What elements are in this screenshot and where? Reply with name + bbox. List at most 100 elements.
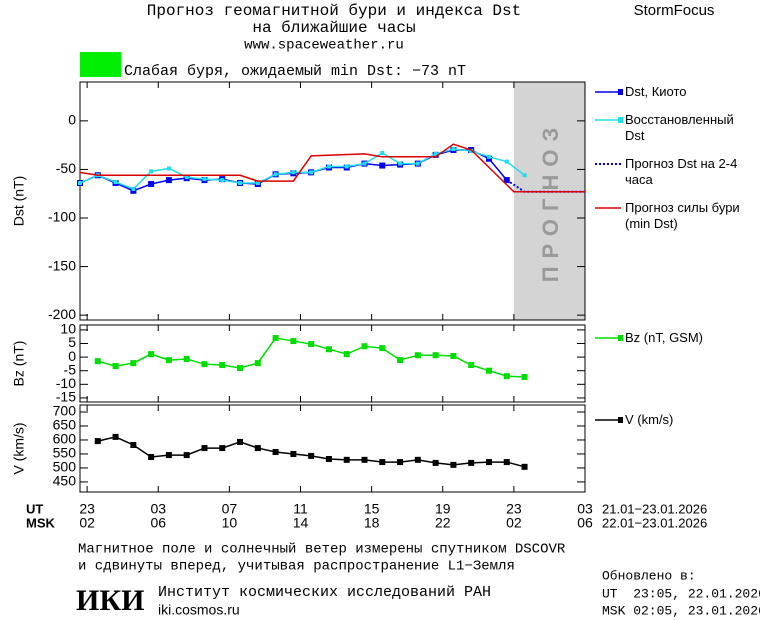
msk-tick-label: 22 bbox=[435, 515, 451, 531]
point bbox=[273, 172, 278, 177]
point bbox=[291, 170, 296, 175]
series-line bbox=[79, 143, 585, 193]
point bbox=[112, 363, 119, 370]
point bbox=[326, 164, 331, 169]
legend-swatch bbox=[595, 417, 623, 423]
updated-label: Обновлено в: bbox=[602, 568, 696, 583]
brand: StormFocus bbox=[634, 2, 715, 19]
point bbox=[325, 455, 332, 462]
annotation-swatch bbox=[80, 52, 121, 77]
point bbox=[433, 151, 438, 156]
x-tick-label: 23 bbox=[506, 501, 522, 517]
legend: V (km/s) bbox=[593, 412, 760, 440]
point bbox=[290, 450, 297, 457]
point bbox=[415, 161, 420, 166]
legend-marker bbox=[618, 117, 623, 123]
x-tick-label: 03 bbox=[150, 501, 166, 517]
msk-tick-label: 06 bbox=[150, 515, 166, 531]
point bbox=[432, 459, 439, 466]
series-line bbox=[97, 436, 525, 468]
point bbox=[183, 356, 190, 363]
updated-msk: MSK 02:05, 23.01.2026 bbox=[602, 603, 760, 618]
legend: Bz (nT, GSM) bbox=[593, 330, 760, 358]
point bbox=[148, 351, 155, 358]
legend-entry: V (km/s) bbox=[593, 412, 755, 428]
point bbox=[220, 178, 225, 183]
y-axis-label: V (km/s) bbox=[11, 422, 27, 474]
msk-tick-label: 02 bbox=[79, 515, 95, 531]
updated-ut: UT 23:05, 22.01.2026 bbox=[602, 586, 760, 601]
point bbox=[503, 373, 510, 380]
point bbox=[112, 433, 119, 440]
y-tick-label: -150 bbox=[48, 257, 76, 273]
point bbox=[414, 456, 421, 463]
legend-entry: Восстановленный Dst bbox=[593, 112, 755, 144]
msk-tick-label: 18 bbox=[364, 515, 380, 531]
y-tick-label: 5 bbox=[68, 334, 76, 350]
x-tick-label: 23 bbox=[79, 501, 95, 517]
point bbox=[397, 459, 404, 466]
legend-swatch bbox=[595, 117, 623, 123]
point bbox=[450, 461, 457, 468]
point bbox=[94, 438, 101, 445]
point bbox=[254, 445, 261, 452]
point bbox=[414, 352, 421, 359]
point bbox=[165, 452, 172, 459]
x-tick-label: 15 bbox=[364, 501, 380, 517]
y-tick-label: -50 bbox=[56, 160, 76, 176]
point bbox=[131, 186, 136, 191]
legend-label: Bz (nT, GSM) bbox=[625, 330, 704, 345]
point bbox=[398, 161, 403, 166]
legend-entry: Прогноз Dst на 2-4 часа bbox=[593, 156, 755, 188]
point bbox=[450, 353, 457, 360]
point bbox=[148, 454, 155, 461]
point bbox=[272, 335, 279, 342]
point bbox=[237, 364, 244, 371]
point bbox=[201, 445, 208, 452]
point bbox=[486, 154, 491, 159]
point bbox=[522, 173, 527, 178]
point bbox=[432, 352, 439, 359]
legend: Dst, Киото Восстановленный Dst Прогноз Dst… bbox=[593, 84, 760, 244]
institute: Институт космических исследований РАН bbox=[158, 584, 491, 601]
msk-range: 22.01−23.01.2026 bbox=[602, 515, 707, 530]
point bbox=[343, 351, 350, 358]
x-tick-label: 03 bbox=[577, 501, 593, 517]
point bbox=[361, 456, 368, 463]
point bbox=[308, 341, 315, 348]
point bbox=[504, 159, 509, 164]
point bbox=[94, 358, 101, 365]
ut-label: UT bbox=[26, 501, 43, 516]
legend-marker bbox=[618, 417, 623, 423]
point bbox=[379, 345, 386, 352]
legend-swatch bbox=[595, 207, 621, 209]
annotation: Слабая буря, ожидаемый min Dst: −73 nT bbox=[124, 63, 466, 80]
point bbox=[468, 459, 475, 466]
url: www.spaceweather.ru bbox=[244, 38, 404, 54]
legend-marker bbox=[618, 89, 623, 95]
point bbox=[219, 361, 226, 368]
title: Прогноз геомагнитной бури и индекса Dst bbox=[147, 2, 521, 20]
legend-marker bbox=[618, 335, 623, 341]
y-tick-label: 700 bbox=[53, 403, 77, 419]
msk-label: MSK bbox=[26, 515, 56, 530]
point bbox=[344, 164, 349, 169]
point bbox=[485, 367, 492, 374]
legend-swatch bbox=[595, 89, 623, 95]
point bbox=[148, 181, 155, 187]
point bbox=[380, 150, 385, 155]
point bbox=[343, 456, 350, 463]
legend-entry: Bz (nT, GSM) bbox=[593, 330, 755, 346]
ut-range: 21.01−23.01.2026 bbox=[602, 501, 707, 516]
point bbox=[165, 357, 172, 364]
plot-frame bbox=[79, 404, 586, 493]
legend-swatch bbox=[595, 335, 623, 341]
point bbox=[521, 373, 528, 380]
point bbox=[130, 360, 137, 367]
point bbox=[272, 448, 279, 455]
point bbox=[183, 452, 190, 459]
x-tick-label: 07 bbox=[222, 501, 238, 517]
msk-tick-label: 14 bbox=[293, 515, 309, 531]
x-tick-label: 11 bbox=[293, 501, 308, 517]
